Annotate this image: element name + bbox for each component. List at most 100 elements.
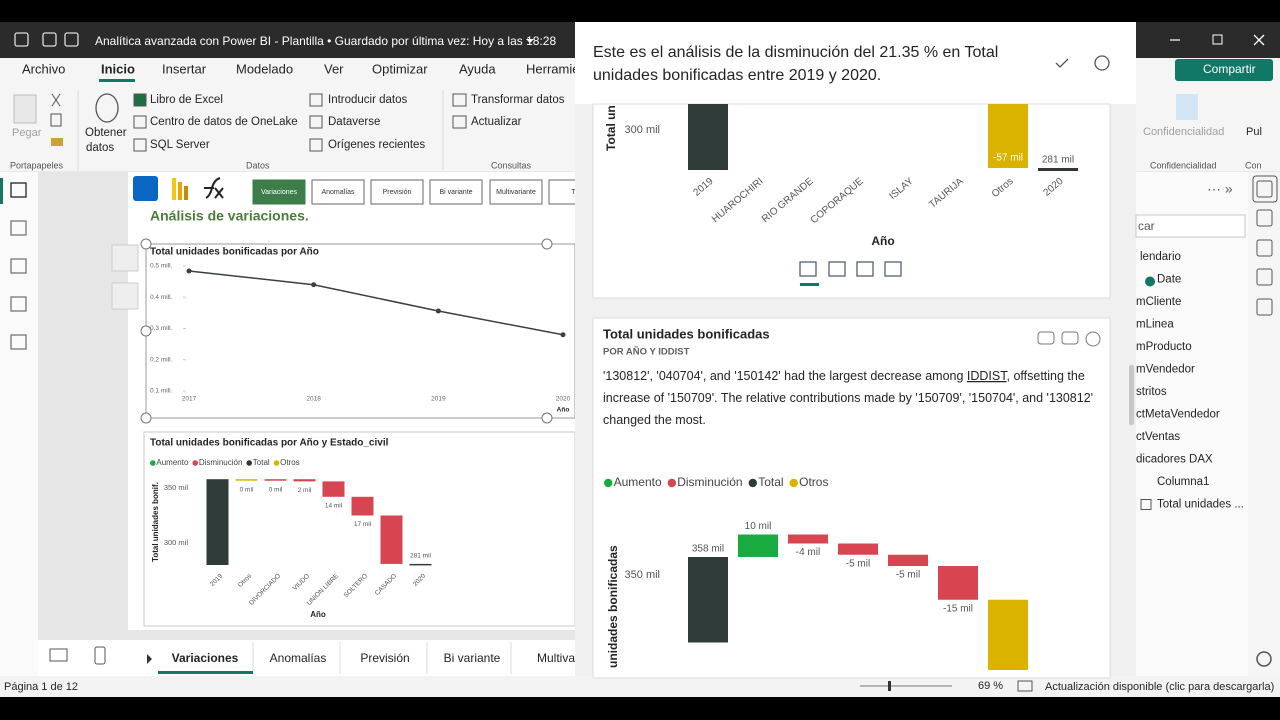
page-tab[interactable]: Previsión: [360, 651, 409, 665]
ribbon-item[interactable]: Dataverse: [328, 116, 380, 128]
y-tick-label: 350 mil: [164, 483, 189, 492]
ribbon-tab[interactable]: Inicio: [101, 61, 135, 76]
item-icon: [309, 93, 323, 107]
page-tab[interactable]: Variaciones: [172, 651, 239, 665]
insight-text-part: changed the most.: [603, 413, 706, 427]
y-tick-label: 0.3 mill.: [150, 325, 173, 332]
paste[interactable]: Pegar: [12, 127, 42, 139]
report-button[interactable]: [429, 179, 483, 205]
data-label: -5 mil: [846, 558, 870, 569]
insight-text-part: , offsetting the: [1007, 369, 1085, 383]
field-item[interactable]: mCliente: [1136, 296, 1181, 308]
field-icon: [1140, 499, 1152, 510]
ribbon-item[interactable]: Transformar datos: [471, 94, 565, 106]
ribbon-item[interactable]: Introducir datos: [328, 94, 408, 106]
data-label: -4 mil: [796, 547, 820, 558]
ribbon-tab[interactable]: Modelado: [236, 61, 293, 76]
ribbon-item[interactable]: Libro de Excel: [150, 94, 223, 106]
redo-icon[interactable]: [64, 32, 79, 47]
report-button[interactable]: [311, 179, 365, 205]
maximize[interactable]: [1212, 34, 1223, 45]
pane-icon[interactable]: [1256, 239, 1273, 257]
card-chart: 358 mil 10 mil -4 mil -5 mil -5 mil -15 mil 35…: [606, 521, 1028, 670]
report-button-label[interactable]: Anomalías: [321, 189, 355, 196]
data-label: 10 mil: [745, 521, 772, 532]
ribbon-tab[interactable]: Insertar: [162, 61, 207, 76]
zoom-minus: 69 %: [978, 680, 1003, 692]
report-button[interactable]: [489, 179, 543, 205]
field-item[interactable]: dicadores DAX: [1136, 454, 1213, 466]
ribbon-item[interactable]: Centro de datos de OneLake: [150, 116, 298, 128]
search-box[interactable]: [1135, 214, 1246, 238]
ribbon-tab[interactable]: Ver: [324, 61, 344, 76]
page-tab[interactable]: Anomalías: [270, 651, 327, 665]
field-icon: [1145, 276, 1155, 287]
field-item[interactable]: mVendedor: [1136, 364, 1195, 376]
publish: Pul: [1246, 126, 1262, 138]
data-label: 0 mil: [240, 486, 254, 493]
field-item[interactable]: lendario: [1140, 251, 1181, 263]
undo-icon[interactable]: [42, 32, 57, 47]
data-label: 17 mil: [354, 521, 372, 528]
view-icon[interactable]: [10, 296, 27, 312]
waterfall-bar: [688, 557, 728, 643]
share-button[interactable]: [1175, 59, 1273, 81]
left-rail: [0, 172, 38, 676]
item-icon: [133, 138, 147, 152]
group-label: Con: [1245, 160, 1262, 170]
field-item[interactable]: Total unidades ...: [1157, 499, 1244, 511]
chart-type-icon[interactable]: [828, 261, 846, 277]
field-item[interactable]: mProducto: [1136, 341, 1192, 353]
report-button[interactable]: [370, 179, 424, 205]
ribbon-item[interactable]: SQL Server: [150, 139, 210, 151]
view-icon[interactable]: [10, 220, 27, 236]
view-icon[interactable]: [10, 182, 27, 198]
view-icon[interactable]: [10, 334, 27, 350]
report-button-label[interactable]: Previsión: [383, 189, 412, 196]
save-icon[interactable]: [14, 32, 29, 47]
share[interactable]: Compartir: [1203, 62, 1256, 76]
data-label: 14 mil: [325, 503, 343, 510]
waterfall-bar: [206, 479, 229, 565]
pane-icon[interactable]: [1256, 209, 1273, 227]
insight-card: [592, 103, 1111, 299]
report-button-label[interactable]: Bi variante: [439, 189, 472, 196]
pane-icon[interactable]: [1256, 268, 1273, 286]
page-tab[interactable]: Bi variante: [444, 651, 501, 665]
y-tick-label: 300 mil: [164, 538, 189, 547]
chart-type-icon[interactable]: [856, 261, 874, 277]
chart-type-icon[interactable]: [799, 261, 817, 277]
ribbon-item[interactable]: Orígenes recientes: [328, 139, 425, 151]
ribbon-tab[interactable]: Archivo: [22, 61, 65, 76]
field-item[interactable]: Columna1: [1157, 476, 1209, 488]
x-tick-label: 2017: [182, 396, 197, 403]
pane-icon[interactable]: [1256, 180, 1273, 198]
thumbs-up[interactable]: [1037, 331, 1055, 345]
update-notice[interactable]: Actualización disponible (clic para desc…: [1045, 681, 1274, 693]
waterfall-bar: [838, 543, 878, 555]
field-item[interactable]: ctMetaVendedor: [1136, 409, 1220, 421]
field-item[interactable]: mLinea: [1136, 319, 1174, 331]
field-item[interactable]: ctVentas: [1136, 431, 1180, 443]
ribbon-tab[interactable]: Herramie: [526, 61, 579, 76]
report-button-label[interactable]: Variaciones: [261, 189, 298, 196]
desktop-icon: [49, 648, 68, 662]
close: [1253, 34, 1265, 46]
report-button-label[interactable]: Multivariante: [496, 189, 536, 196]
get-data[interactable]: datos: [86, 142, 114, 154]
page-tab[interactable]: Multiva: [537, 651, 575, 665]
report-button[interactable]: [252, 179, 306, 205]
legend-label: Disminución: [199, 458, 243, 467]
chart-type-icon[interactable]: [884, 261, 902, 277]
thumbs-down[interactable]: [1061, 331, 1079, 345]
ribbon-tab[interactable]: Optimizar: [372, 61, 428, 76]
ribbon-item[interactable]: Actualizar: [471, 116, 522, 128]
get-data[interactable]: Obtener: [85, 127, 127, 139]
powerbi-icon: [184, 186, 188, 200]
active-view: [0, 178, 3, 204]
field-item[interactable]: stritos: [1136, 386, 1167, 398]
pane-icon[interactable]: [1256, 298, 1273, 316]
view-icon[interactable]: [10, 258, 27, 274]
ribbon-tab[interactable]: Ayuda: [459, 61, 496, 76]
field-item[interactable]: Date: [1157, 274, 1181, 286]
